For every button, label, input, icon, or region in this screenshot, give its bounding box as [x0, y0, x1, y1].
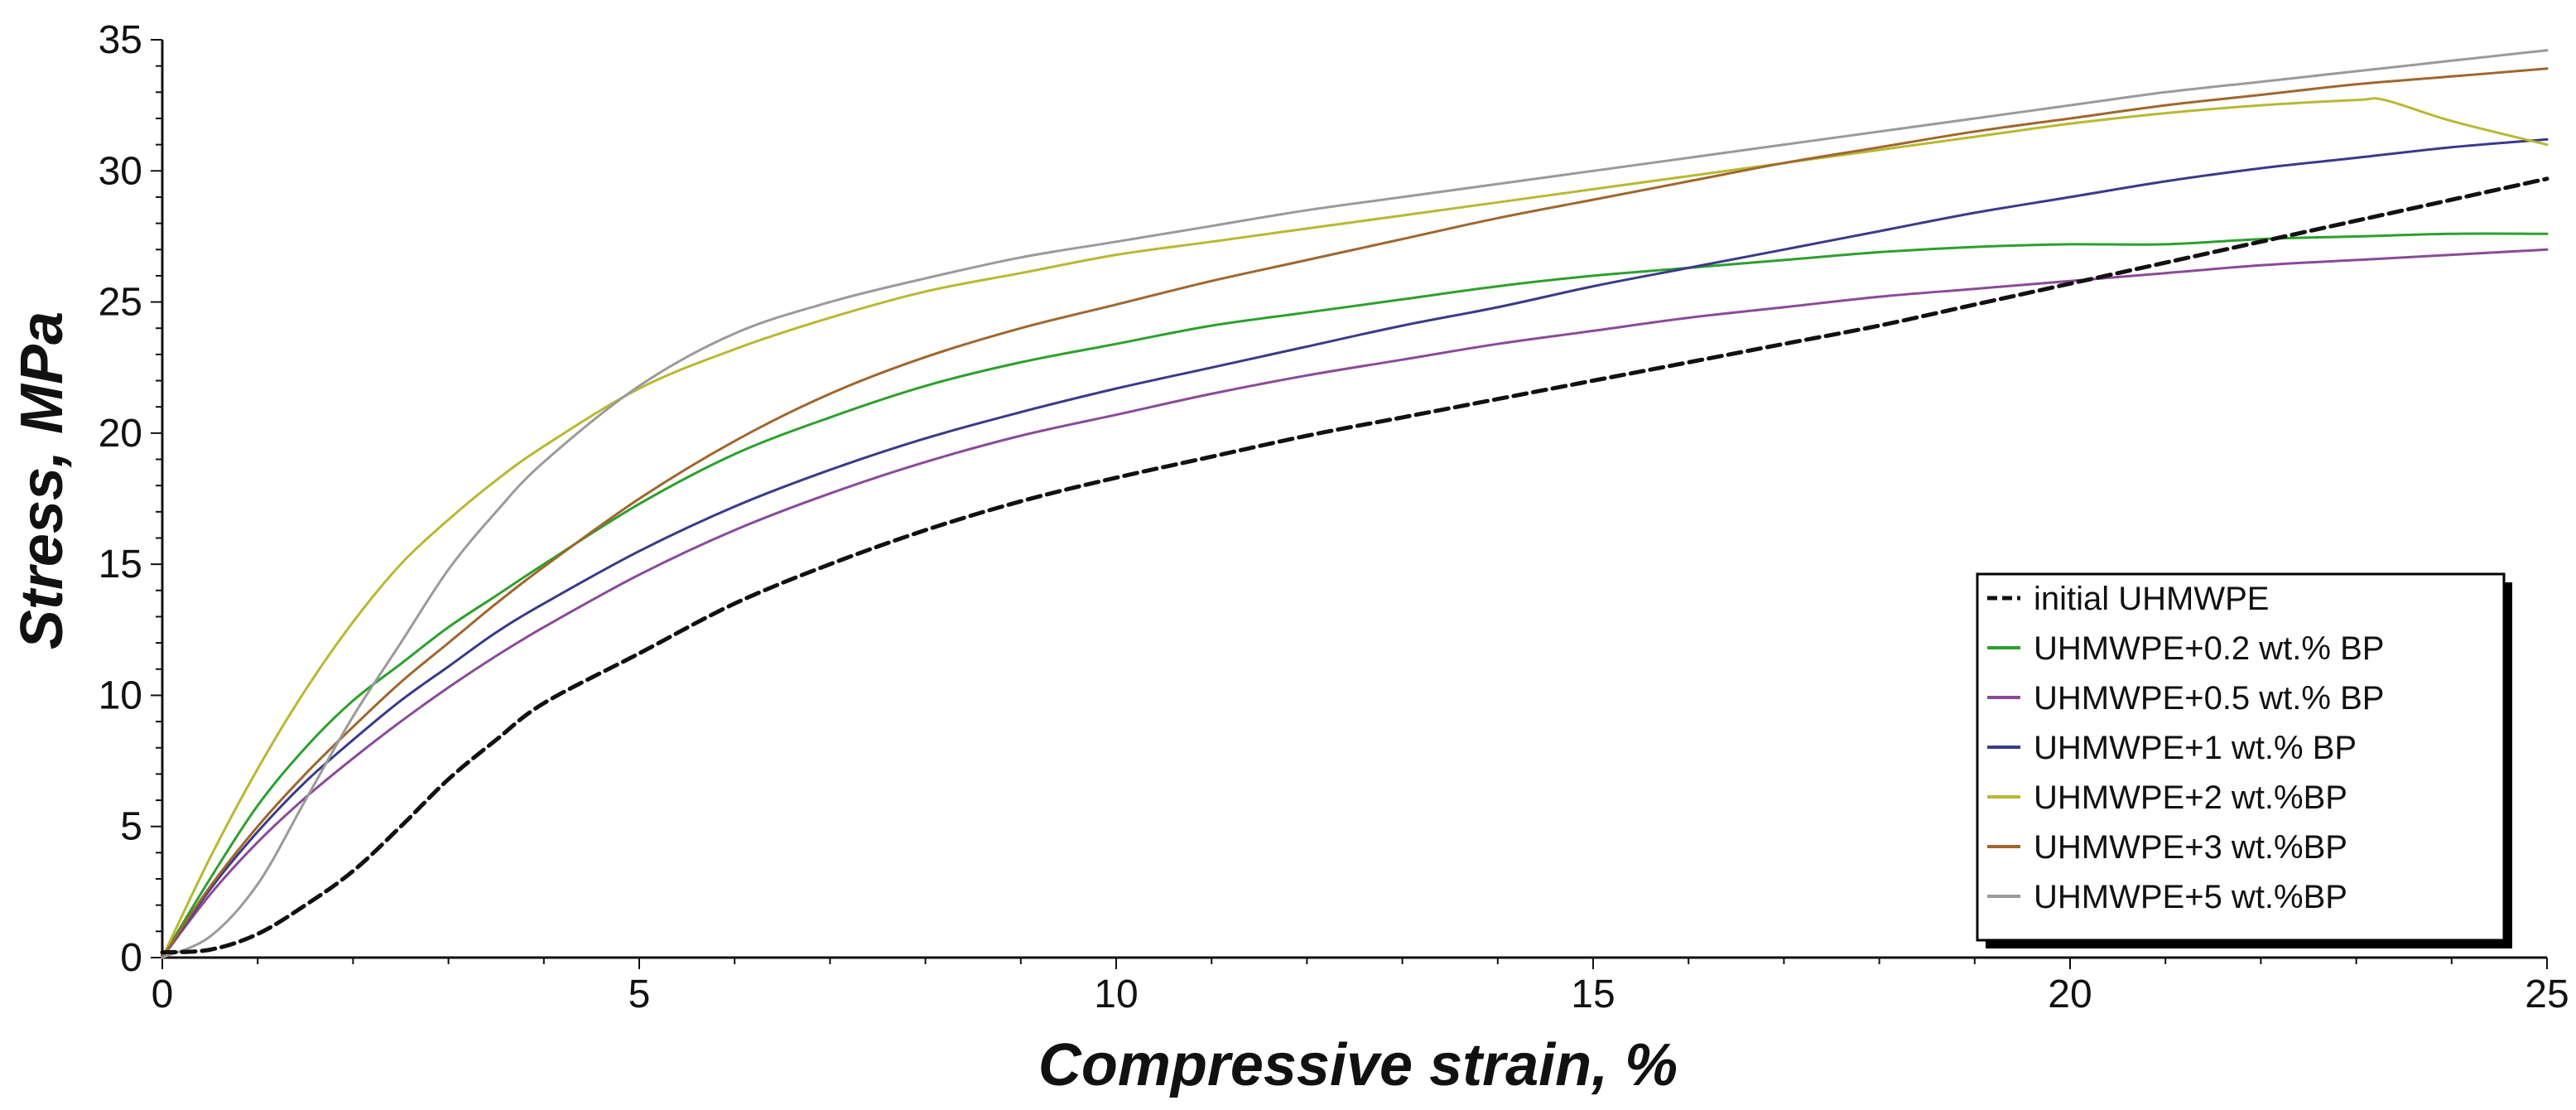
series-line-2	[161, 248, 2549, 959]
y-tick-label: 30	[99, 149, 142, 193]
series-layer	[160, 49, 2550, 959]
x-tick-label: 25	[2525, 972, 2569, 1016]
legend-label-3: UHMWPE+1 wt.% BP	[2034, 730, 2357, 766]
series-line-3	[161, 138, 2549, 959]
plot-area	[161, 40, 2547, 959]
series-line-0	[160, 176, 2550, 955]
x-tick-label: 10	[1094, 972, 1138, 1016]
legend-label-5: UHMWPE+3 wt.%BP	[2034, 829, 2347, 866]
x-tick-label: 5	[628, 972, 651, 1016]
series-line-5	[161, 67, 2549, 959]
legend-label-2: UHMWPE+0.5 wt.% BP	[2034, 680, 2384, 717]
series-line-6	[161, 49, 2549, 959]
x-axis: 0 5 10 15 20 25	[152, 958, 2569, 1016]
y-tick-label: 35	[99, 18, 142, 62]
legend-box	[1976, 572, 2506, 942]
legend-label-6: UHMWPE+5 wt.%BP	[2034, 879, 2347, 915]
series-line-4	[161, 97, 2549, 959]
legend-label-1: UHMWPE+0.2 wt.% BP	[2034, 630, 2384, 667]
y-axis-title: Stress, MPa	[9, 311, 75, 649]
y-tick-label: 15	[99, 543, 142, 586]
legend: initial UHMWPE UHMWPE+0.2 wt.% BP UHMWPE+0…	[1976, 572, 2512, 948]
legend-label-4: UHMWPE+2 wt.%BP	[2034, 779, 2347, 816]
y-tick-label: 10	[99, 673, 142, 717]
y-tick-label: 25	[99, 281, 142, 325]
series-line-1	[161, 232, 2549, 959]
legend-items: initial UHMWPE UHMWPE+0.2 wt.% BP UHMWPE+0…	[1987, 581, 2384, 915]
x-tick-label: 15	[1571, 972, 1615, 1016]
y-tick-label: 0	[120, 936, 142, 980]
x-tick-label: 20	[2048, 972, 2092, 1016]
y-tick-label: 20	[99, 412, 142, 456]
y-axis: 0 5 10 15 20 25 30 35	[99, 18, 162, 980]
x-tick-label: 0	[152, 972, 174, 1016]
y-tick-label: 5	[120, 805, 142, 849]
legend-label-0: initial UHMWPE	[2034, 581, 2269, 617]
x-axis-title: Compressive strain, %	[1038, 1032, 1678, 1098]
